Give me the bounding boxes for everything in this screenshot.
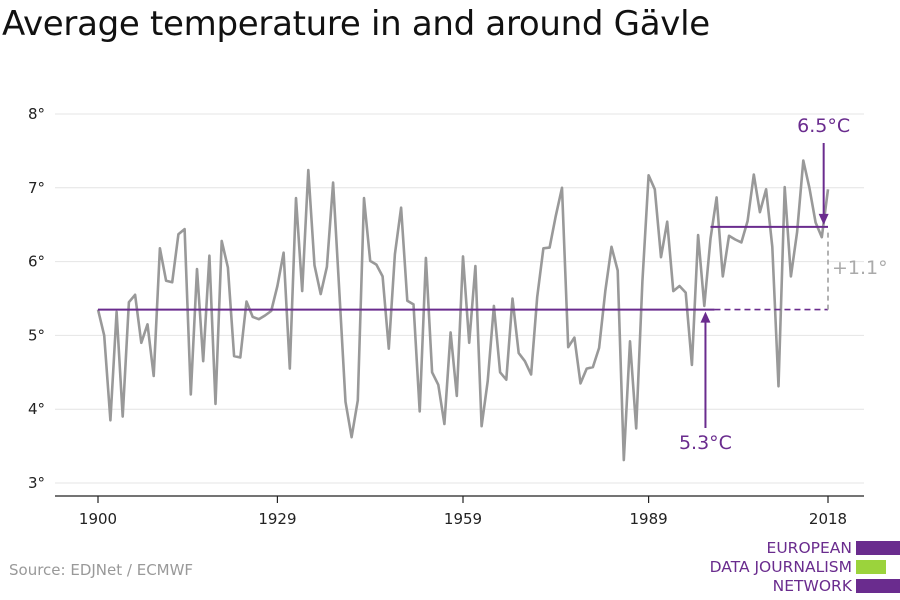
logo-line-2: DATA JOURNALISM	[709, 558, 852, 576]
difference-label: +1.1°	[832, 257, 888, 279]
y-tick-label: 4°	[28, 400, 45, 418]
x-tick-label: 1929	[258, 510, 296, 528]
chart-title: Average temperature in and around Gävle	[2, 4, 710, 44]
temperature-line	[96, 159, 830, 462]
y-tick-label: 6°	[28, 253, 45, 271]
y-tick-label: 7°	[28, 179, 45, 197]
y-tick-label: 5°	[28, 326, 45, 344]
source-note: Source: EDJNet / ECMWF	[9, 561, 194, 579]
y-axis-ticks: 3° 4° 5° 6° 7° 8°	[28, 105, 45, 492]
x-tick-label: 2018	[809, 510, 847, 528]
logo-bar-green	[856, 560, 886, 574]
y-tick-label: 8°	[28, 105, 45, 123]
logo-line-1: EUROPEAN	[766, 539, 852, 557]
logo-line-3: NETWORK	[772, 577, 852, 595]
x-tick-label: 1989	[629, 510, 667, 528]
x-axis: 1900 1929 1959 1989 2018	[55, 495, 864, 528]
logo-bar-purple-top	[856, 541, 900, 555]
series-layer	[96, 159, 830, 462]
logo-bar-purple-bottom	[856, 579, 900, 593]
grid-lines	[55, 113, 864, 484]
baseline-arrow-head	[700, 311, 711, 323]
x-tick-label: 1900	[79, 510, 117, 528]
x-tick-label: 1959	[444, 510, 482, 528]
annotations-layer: +1.1° 5.3°C 6.5°C	[98, 115, 888, 454]
y-tick-label: 3°	[28, 474, 45, 492]
recent-arrow-head	[818, 213, 829, 225]
edjnet-logo[interactable]: EUROPEAN DATA JOURNALISM NETWORK	[700, 538, 900, 598]
baseline-mean-label: 5.3°C	[679, 432, 732, 454]
recent-mean-label: 6.5°C	[797, 115, 850, 137]
